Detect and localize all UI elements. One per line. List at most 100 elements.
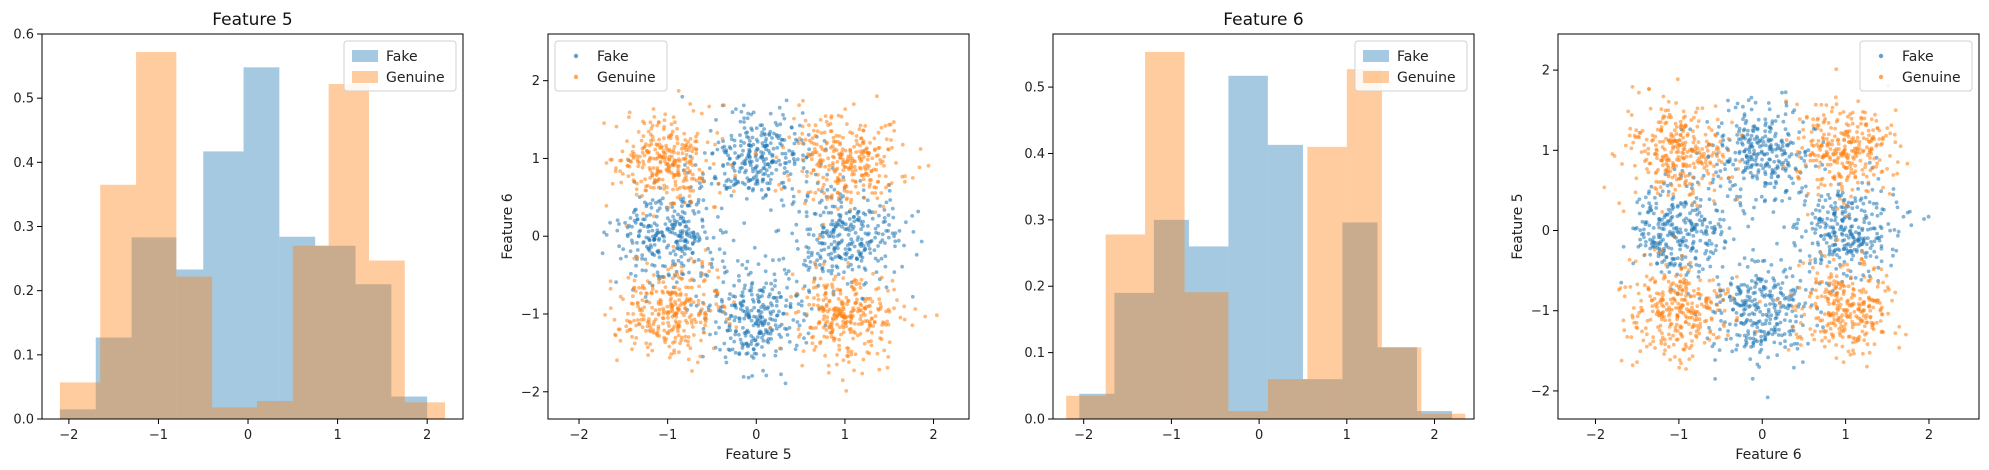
scatter-point-genuine: [1845, 262, 1850, 267]
scatter-point-genuine: [1839, 152, 1844, 157]
scatter-point-genuine: [1825, 296, 1830, 301]
scatter-point-fake: [880, 232, 885, 237]
scatter-point-genuine: [1835, 157, 1840, 162]
hist-bar-fake-10: [1416, 411, 1453, 419]
scatter-point-fake: [1726, 98, 1730, 103]
scatter-point-fake: [744, 352, 749, 356]
scatter-point-genuine: [1833, 134, 1837, 139]
scatter-point-genuine: [670, 291, 674, 295]
scatter-point-genuine: [1645, 167, 1649, 171]
scatter-point-fake: [1787, 196, 1792, 201]
scatter-point-genuine: [688, 199, 693, 204]
scatter-point-fake: [727, 157, 732, 161]
scatter-point-fake: [1872, 226, 1877, 231]
scatter-point-fake: [1864, 242, 1869, 247]
scatter-point-genuine: [672, 163, 676, 168]
scatter-point-genuine: [1626, 109, 1631, 114]
scatter-point-fake: [882, 208, 887, 212]
scatter-point-fake: [1768, 317, 1773, 322]
scatter-point-genuine: [1874, 164, 1879, 169]
scatter-point-genuine: [657, 177, 661, 181]
scatter-point-fake: [1740, 299, 1745, 303]
scatter-point-genuine: [670, 129, 675, 134]
scatter-point-fake: [1706, 186, 1711, 191]
scatter-point-genuine: [829, 334, 834, 339]
scatter-point-fake: [830, 257, 835, 262]
scatter-point-genuine: [1654, 143, 1658, 148]
scatter-point-genuine: [1861, 287, 1866, 292]
scatter-point-genuine: [890, 278, 895, 283]
scatter-point-genuine: [865, 146, 869, 151]
scatter-point-genuine: [850, 178, 855, 183]
scatter-point-fake: [646, 223, 651, 228]
scatter-point-genuine: [1862, 338, 1867, 342]
scatter-point-genuine: [1707, 125, 1711, 130]
scatter-point-fake: [1833, 215, 1838, 220]
scatter-point-genuine: [686, 285, 691, 290]
scatter-point-fake: [694, 294, 699, 299]
scatter-point-genuine: [842, 178, 846, 183]
scatter-point-fake: [1860, 181, 1865, 185]
scatter-point-genuine: [653, 308, 658, 313]
scatter-point-fake: [1804, 229, 1808, 234]
scatter-point-genuine: [656, 185, 661, 190]
scatter-point-genuine: [668, 302, 673, 307]
scatter-point-fake: [842, 270, 846, 274]
scatter-point-fake: [826, 269, 831, 273]
scatter-point-genuine: [1893, 331, 1898, 335]
scatter-point-genuine: [1638, 349, 1643, 354]
scatter-point-fake: [1770, 332, 1775, 337]
scatter-point-genuine: [1871, 172, 1876, 177]
scatter-point-fake: [679, 214, 683, 219]
scatter-point-fake: [1772, 278, 1777, 283]
scatter-point-genuine: [1810, 332, 1815, 337]
scatter-point-fake: [1832, 243, 1837, 247]
scatter-point-genuine: [1664, 301, 1669, 306]
scatter-point-genuine: [690, 325, 695, 329]
scatter-point-fake: [766, 148, 771, 153]
legend-label-fake: Fake: [597, 49, 629, 65]
scatter-point-genuine: [879, 330, 884, 334]
scatter-point-fake: [1769, 313, 1774, 318]
scatter-point-genuine: [1813, 301, 1818, 306]
scatter-point-fake: [751, 323, 756, 328]
scatter-point-fake: [1806, 148, 1811, 153]
scatter-point-fake: [1792, 341, 1797, 346]
scatter-point-fake: [805, 194, 810, 199]
scatter-point-fake: [1773, 119, 1778, 123]
scatter-point-fake: [729, 303, 734, 308]
scatter-point-fake: [1749, 279, 1754, 283]
scatter-point-fake: [861, 243, 866, 248]
scatter-point-genuine: [1844, 152, 1849, 156]
scatter-point-genuine: [1824, 103, 1829, 107]
scatter-point-genuine: [637, 285, 641, 290]
scatter-point-genuine: [1811, 123, 1816, 128]
scatter-point-genuine: [1659, 341, 1664, 346]
scatter-point-genuine: [926, 163, 931, 168]
scatter-point-genuine: [881, 320, 885, 325]
scatter-point-fake: [642, 217, 647, 222]
scatter-point-fake: [1769, 172, 1774, 177]
scatter-point-fake: [1720, 142, 1725, 147]
scatter-point-genuine: [733, 173, 738, 178]
scatter-point-fake: [1767, 293, 1772, 297]
scatter-point-genuine: [1631, 306, 1636, 310]
scatter-point-fake: [1665, 213, 1670, 217]
scatter-point-genuine: [1642, 283, 1647, 288]
scatter-point-genuine: [1684, 287, 1689, 291]
scatter-point-fake: [1658, 242, 1663, 246]
legend-swatch-genuine: [352, 71, 378, 83]
scatter-point-genuine: [809, 171, 814, 176]
scatter-point-genuine: [821, 222, 826, 227]
scatter-point-genuine: [1696, 287, 1701, 291]
scatter-point-fake: [1754, 282, 1759, 286]
scatter-point-fake: [1783, 168, 1788, 173]
scatter-point-genuine: [682, 146, 686, 150]
scatter-point-genuine: [1850, 325, 1855, 330]
scatter-point-fake: [650, 228, 655, 233]
y-tick-label: 0.3: [1024, 213, 1045, 228]
scatter-point-genuine: [870, 330, 874, 335]
scatter-point-genuine: [1653, 134, 1658, 139]
scatter-point-genuine: [1651, 335, 1656, 339]
scatter-point-fake: [738, 133, 742, 138]
